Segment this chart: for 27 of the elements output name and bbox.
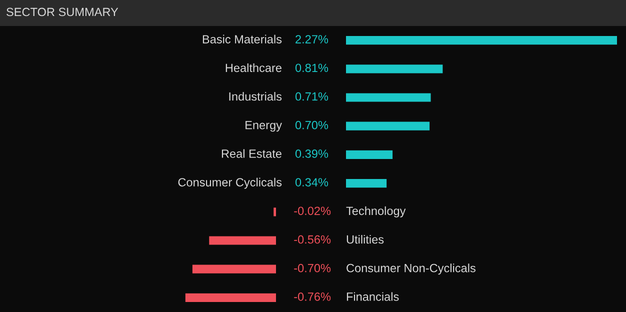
bar — [346, 64, 443, 74]
bar — [346, 36, 617, 45]
y-tick-label: Healthcare — [226, 63, 282, 72]
data-label: 0.71% — [295, 92, 328, 101]
y-tick-label: Industrials — [229, 92, 282, 101]
y-tick-label: Financials — [346, 292, 399, 301]
bar — [346, 122, 430, 130]
bar — [346, 179, 387, 188]
y-tick-label: Consumer Non-Cyclicals — [346, 264, 476, 275]
data-label: -0.02% — [294, 206, 331, 216]
bar — [346, 150, 393, 159]
data-label: 2.27% — [296, 35, 328, 44]
data-label: -0.56% — [294, 235, 331, 244]
data-label: 0.34% — [295, 178, 328, 186]
y-tick-label: Utilities — [346, 234, 384, 244]
data-label: 0.70% — [295, 120, 328, 130]
y-tick-label: Real Estate — [222, 149, 282, 158]
data-label: 0.39% — [295, 150, 328, 158]
bar — [346, 93, 431, 102]
data-label: -0.70% — [294, 264, 331, 272]
data-label: 0.81% — [295, 64, 328, 72]
y-tick-label: Consumer Cyclicals — [178, 178, 282, 189]
y-tick-label: Basic Materials — [202, 34, 282, 44]
data-label: -0.76% — [294, 292, 331, 301]
y-tick-label: Technology — [346, 206, 406, 218]
text: SECTOR SUMMARY — [6, 8, 118, 16]
y-tick-label: Energy — [246, 121, 282, 132]
